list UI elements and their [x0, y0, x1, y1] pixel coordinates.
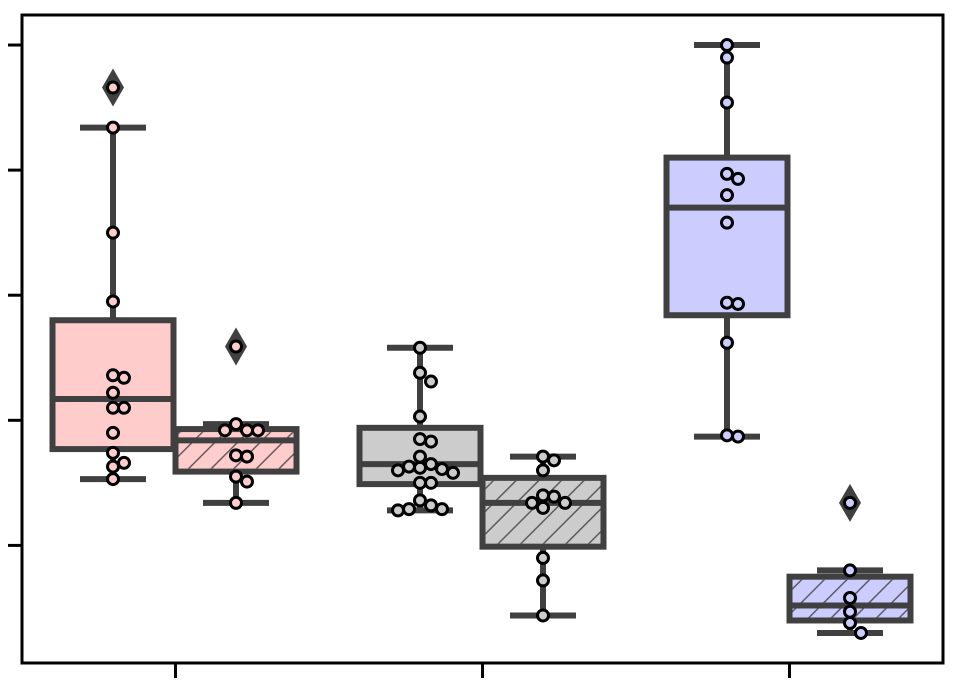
point [731, 171, 745, 186]
point [547, 489, 561, 504]
point [229, 448, 243, 463]
point [424, 434, 438, 449]
point [536, 488, 550, 503]
point [536, 449, 550, 464]
point [229, 495, 243, 510]
point [525, 495, 539, 510]
point [854, 625, 868, 640]
point [536, 573, 550, 588]
point [413, 475, 427, 490]
point [424, 498, 438, 513]
point [106, 425, 120, 440]
point [106, 445, 120, 460]
point [536, 500, 550, 515]
point [218, 423, 232, 438]
point [720, 188, 734, 203]
point [106, 459, 120, 474]
point [117, 370, 131, 385]
point [413, 432, 427, 447]
point [391, 463, 405, 478]
point [536, 608, 550, 623]
point [106, 294, 120, 309]
point [720, 428, 734, 443]
point [424, 374, 438, 389]
point [106, 120, 120, 135]
point [435, 502, 449, 517]
point [435, 462, 449, 477]
point [117, 455, 131, 470]
point [413, 340, 427, 355]
point [413, 409, 427, 424]
point [106, 472, 120, 487]
point [391, 503, 405, 518]
point [402, 502, 416, 517]
point [229, 339, 243, 354]
point [413, 460, 427, 475]
point [424, 457, 438, 472]
point [720, 335, 734, 350]
point [402, 459, 416, 474]
point [117, 400, 131, 415]
point [240, 423, 254, 438]
point [843, 604, 857, 619]
point [240, 449, 254, 464]
point [536, 550, 550, 565]
point [843, 615, 857, 630]
point [251, 423, 265, 438]
point [720, 295, 734, 310]
point [413, 365, 427, 380]
point [547, 453, 561, 468]
point [106, 225, 120, 240]
point [424, 475, 438, 490]
point [106, 80, 120, 95]
point [106, 385, 120, 400]
point [106, 400, 120, 415]
point [446, 465, 460, 480]
axes-frame [20, 13, 945, 665]
point [720, 38, 734, 53]
box [663, 154, 791, 319]
point [843, 495, 857, 510]
point [229, 417, 243, 432]
point [413, 449, 427, 464]
point [536, 463, 550, 478]
point [843, 590, 857, 605]
point [229, 469, 243, 484]
point [720, 215, 734, 230]
point [720, 166, 734, 181]
point [720, 95, 734, 110]
point [731, 429, 745, 444]
point [106, 368, 120, 383]
point [558, 495, 572, 510]
point [720, 50, 734, 65]
point [240, 474, 254, 489]
point [731, 296, 745, 311]
point [413, 493, 427, 508]
point [843, 563, 857, 578]
